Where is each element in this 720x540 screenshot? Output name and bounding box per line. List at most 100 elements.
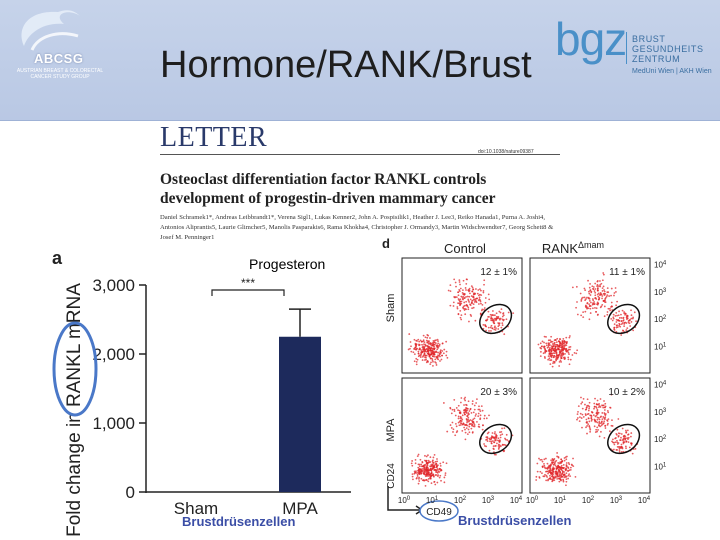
flow-gate-ellipse xyxy=(479,423,513,455)
flow-x-tick-label: 100 xyxy=(398,496,411,505)
flow-dot xyxy=(599,425,602,428)
flow-dot xyxy=(468,423,471,426)
flow-dot xyxy=(473,424,476,426)
bgz-subtitle: MedUni Wien | AKH Wien xyxy=(632,68,712,75)
flow-plot: 12 ± 1% xyxy=(401,257,523,374)
flow-dot xyxy=(426,461,429,464)
flow-dot xyxy=(415,477,418,480)
flow-dot xyxy=(565,350,568,353)
flow-dot xyxy=(414,471,416,474)
flow-dot xyxy=(464,428,466,431)
flow-dot xyxy=(501,427,503,430)
flow-dot xyxy=(604,301,606,303)
flow-dot xyxy=(613,292,616,294)
flow-dot xyxy=(587,423,590,426)
flow-dot xyxy=(587,279,589,282)
flow-dot xyxy=(472,425,475,428)
flow-dot xyxy=(615,321,618,323)
flow-dot xyxy=(621,322,624,324)
flow-dot xyxy=(616,314,618,317)
flow-dot xyxy=(490,330,492,332)
flow-dot xyxy=(493,432,496,435)
paper-doi: doi:10.1038/nature09387 xyxy=(478,149,534,155)
flow-dot xyxy=(558,341,561,344)
flow-dot xyxy=(494,445,496,447)
flow-dot xyxy=(432,340,435,342)
flow-dot xyxy=(588,424,591,427)
flow-dot xyxy=(606,287,609,290)
flow-dot xyxy=(442,402,445,404)
flow-dot xyxy=(564,357,566,360)
flow-dot xyxy=(568,336,571,339)
flow-dot xyxy=(488,315,490,318)
flow-dot xyxy=(621,447,624,450)
flow-dot xyxy=(563,339,565,342)
flow-dot xyxy=(467,416,470,419)
flow-dot xyxy=(551,480,554,483)
flow-dot xyxy=(557,345,560,348)
flow-dot xyxy=(572,457,574,460)
flow-dot xyxy=(490,324,493,327)
flow-dot xyxy=(417,466,420,469)
flow-dot xyxy=(467,414,469,416)
flow-dot xyxy=(562,480,565,483)
flow-dot xyxy=(606,291,609,294)
flow-dot xyxy=(458,279,461,282)
flow-dot xyxy=(557,355,560,358)
flow-dot xyxy=(620,445,623,448)
flow-dot xyxy=(423,343,425,345)
flow-dot xyxy=(437,355,439,358)
flow-dot xyxy=(622,319,625,322)
flow-dot xyxy=(433,345,435,348)
flow-dot xyxy=(553,479,556,482)
flow-dot xyxy=(434,468,437,471)
flow-dot xyxy=(565,344,568,347)
flow-dot xyxy=(625,329,628,331)
flow-dot xyxy=(578,420,581,423)
flow-dot xyxy=(465,417,468,420)
flow-dot xyxy=(634,447,637,450)
flow-dot xyxy=(603,436,606,439)
flow-dot xyxy=(474,319,477,322)
flow-dot xyxy=(616,445,619,448)
flow-dot xyxy=(618,447,621,450)
flow-dot xyxy=(455,425,458,428)
flow-dot xyxy=(418,478,420,480)
flow-dot xyxy=(425,471,428,474)
flow-dot xyxy=(568,346,571,348)
flow-dot xyxy=(459,411,462,414)
flow-dot xyxy=(547,342,550,345)
flow-dot xyxy=(468,425,471,428)
paper-authors: Daniel Schramek1*, Andreas Leibbrandt1*,… xyxy=(160,214,554,241)
flow-dot xyxy=(480,302,482,305)
flow-dot xyxy=(602,285,605,288)
flow-dot xyxy=(460,318,463,321)
flow-dot xyxy=(589,283,591,285)
flow-dot xyxy=(436,481,439,484)
flow-dot xyxy=(417,471,419,474)
flow-dot xyxy=(559,474,562,477)
flow-dot xyxy=(584,408,587,411)
flow-dot xyxy=(454,281,457,284)
paper-section-label: LETTER xyxy=(160,122,268,153)
flow-dot xyxy=(460,397,463,399)
flow-dot xyxy=(446,356,449,359)
flow-dot xyxy=(416,455,419,458)
flow-dot xyxy=(569,475,572,478)
flow-dot xyxy=(494,325,496,328)
flow-dot xyxy=(628,319,631,322)
flow-dot xyxy=(449,424,452,426)
flow-dot xyxy=(628,446,631,449)
flow-percentage: 11 ± 1% xyxy=(609,267,645,278)
flow-dot xyxy=(463,404,465,406)
flow-dot xyxy=(630,314,633,317)
flow-dot xyxy=(501,322,504,325)
flow-dot xyxy=(625,447,627,450)
flow-dot xyxy=(425,455,428,458)
flow-dot xyxy=(560,464,563,467)
flow-dot xyxy=(613,294,615,297)
flow-dot xyxy=(576,418,578,421)
flow-dot xyxy=(483,283,485,286)
flow-dot xyxy=(557,477,560,480)
flow-dot xyxy=(498,322,501,325)
